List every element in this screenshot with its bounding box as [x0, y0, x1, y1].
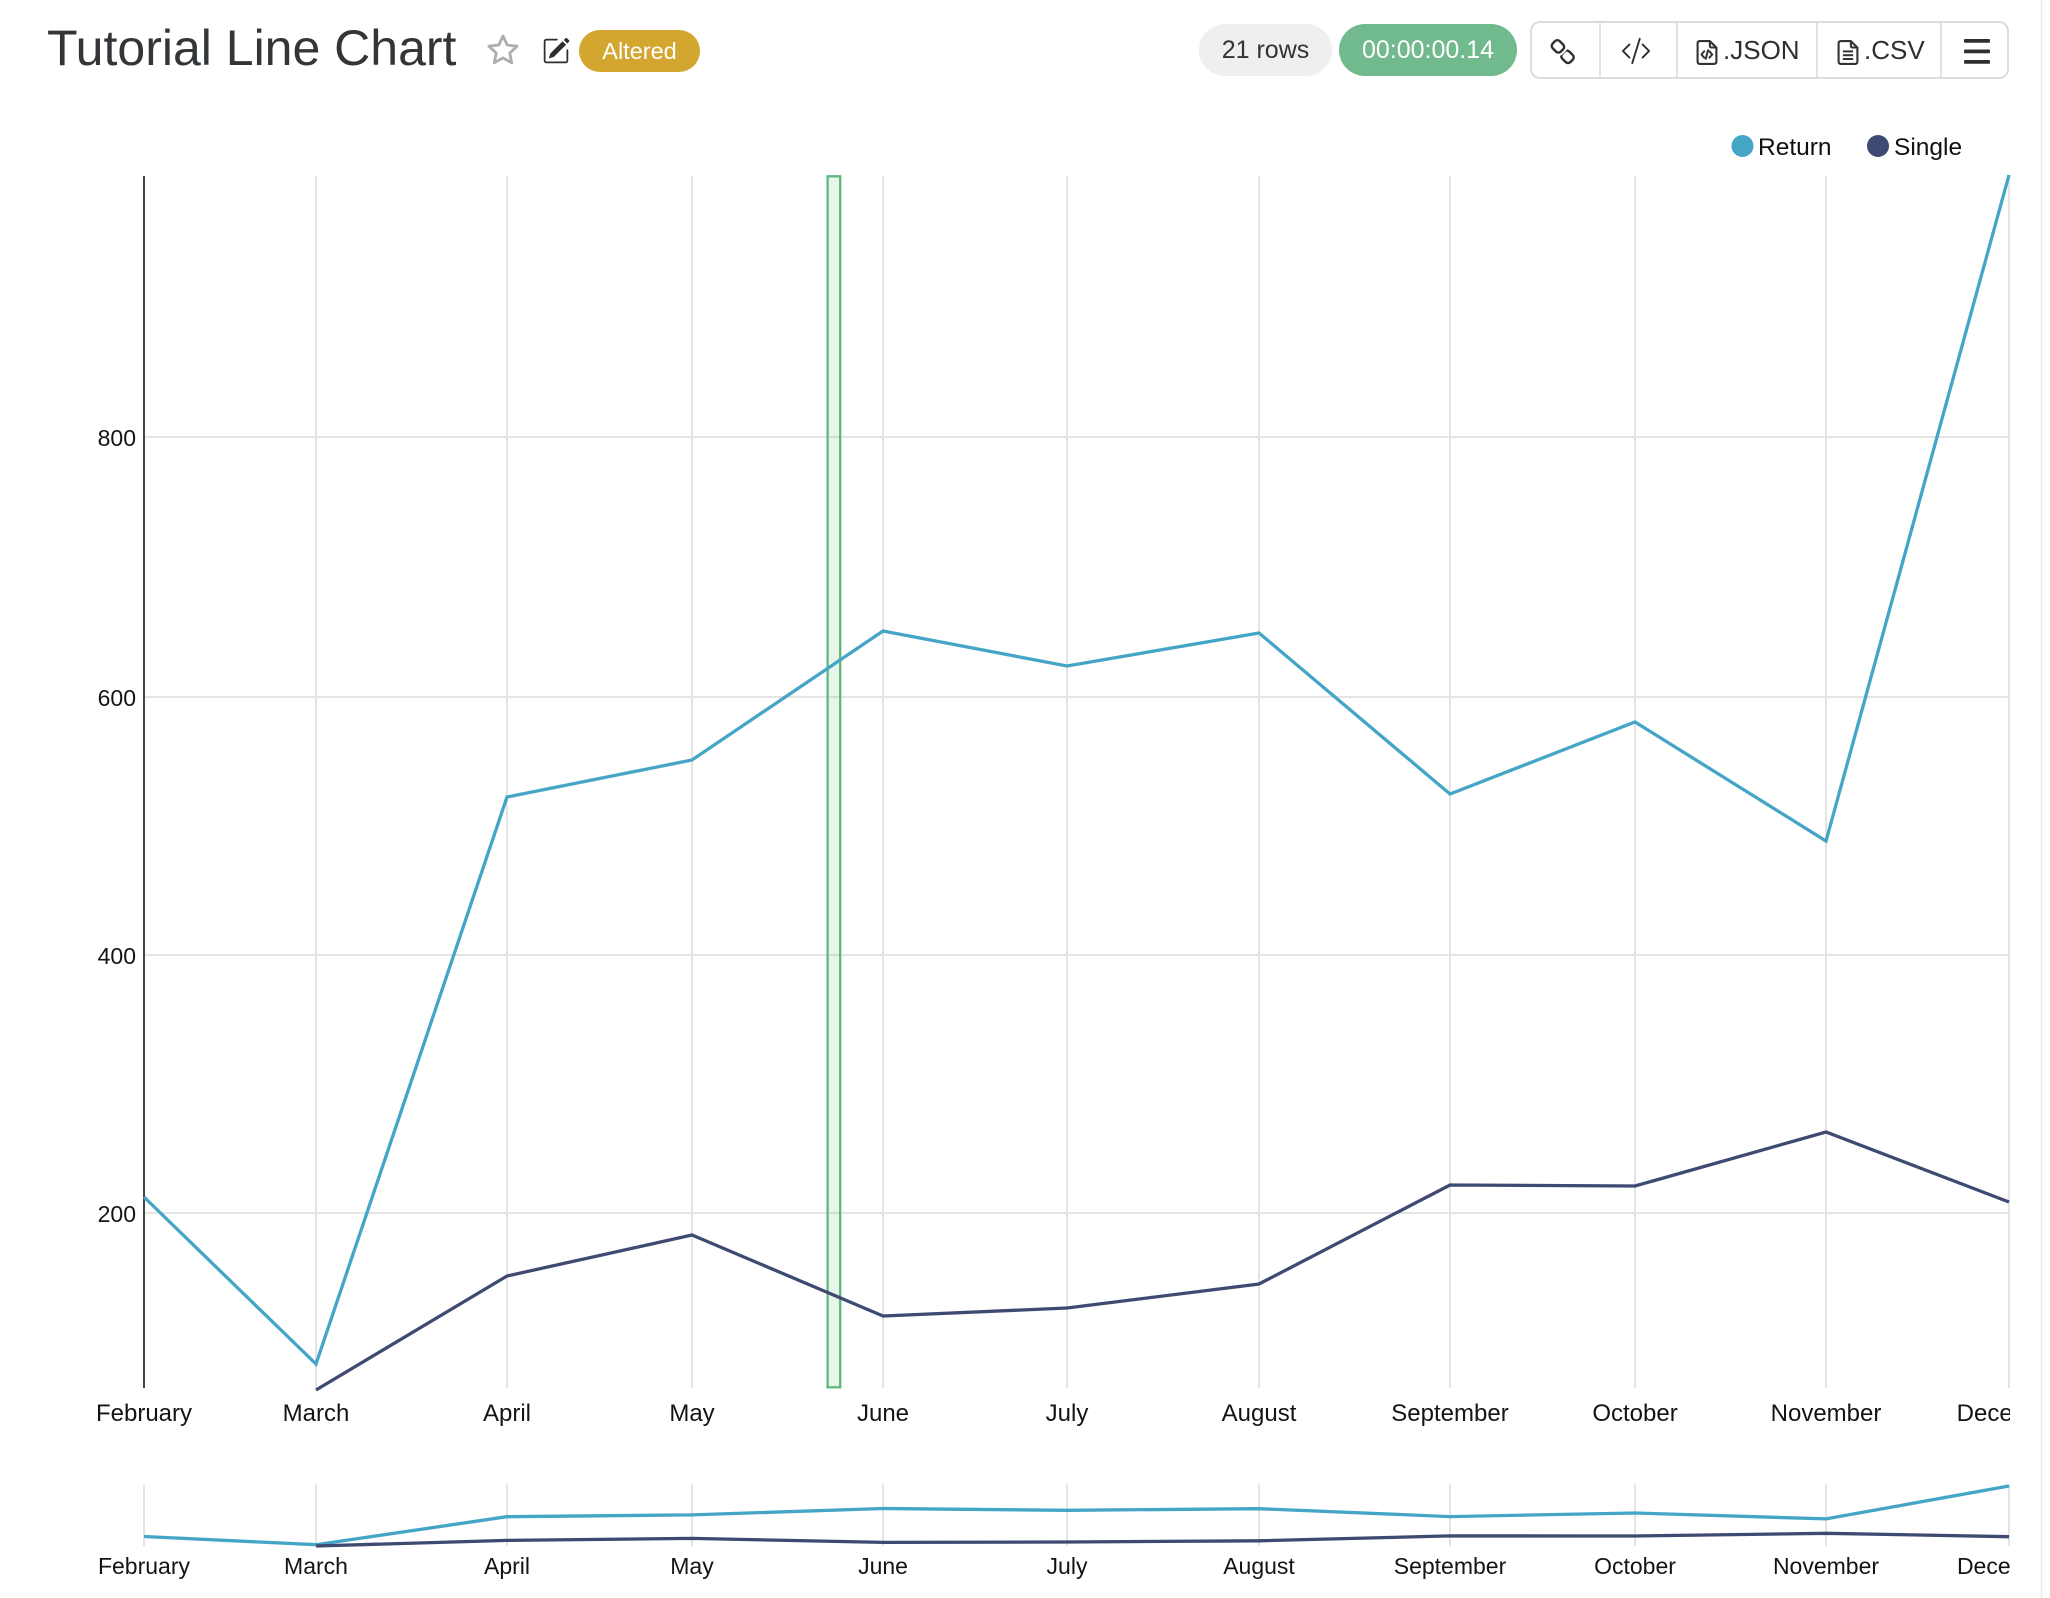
svg-text:400: 400	[98, 943, 136, 969]
svg-text:July: July	[1046, 1400, 1089, 1427]
svg-text:200: 200	[98, 1201, 136, 1227]
svg-text:July: July	[1047, 1553, 1088, 1579]
svg-text:800: 800	[98, 425, 136, 451]
svg-text:August: August	[1222, 1400, 1297, 1427]
svg-text:December: December	[1957, 1553, 2050, 1579]
svg-text:April: April	[483, 1400, 531, 1427]
svg-text:March: March	[284, 1553, 348, 1579]
svg-text:December: December	[1957, 1400, 2050, 1427]
svg-text:Single: Single	[1894, 134, 1962, 161]
svg-text:May: May	[669, 1400, 714, 1427]
svg-text:March: March	[283, 1400, 350, 1427]
svg-text:August: August	[1223, 1553, 1295, 1579]
svg-text:May: May	[670, 1553, 714, 1579]
svg-text:Return: Return	[1758, 134, 1832, 161]
svg-text:September: September	[1394, 1553, 1507, 1579]
svg-text:November: November	[1771, 1400, 1882, 1427]
svg-text:September: September	[1391, 1400, 1508, 1427]
svg-text:October: October	[1594, 1553, 1676, 1579]
svg-text:November: November	[1773, 1553, 1879, 1579]
svg-text:June: June	[857, 1400, 909, 1427]
svg-text:April: April	[484, 1553, 530, 1579]
svg-text:February: February	[98, 1553, 191, 1579]
svg-text:June: June	[858, 1553, 908, 1579]
svg-text:October: October	[1592, 1400, 1677, 1427]
svg-text:600: 600	[98, 685, 136, 711]
svg-text:February: February	[96, 1400, 192, 1427]
